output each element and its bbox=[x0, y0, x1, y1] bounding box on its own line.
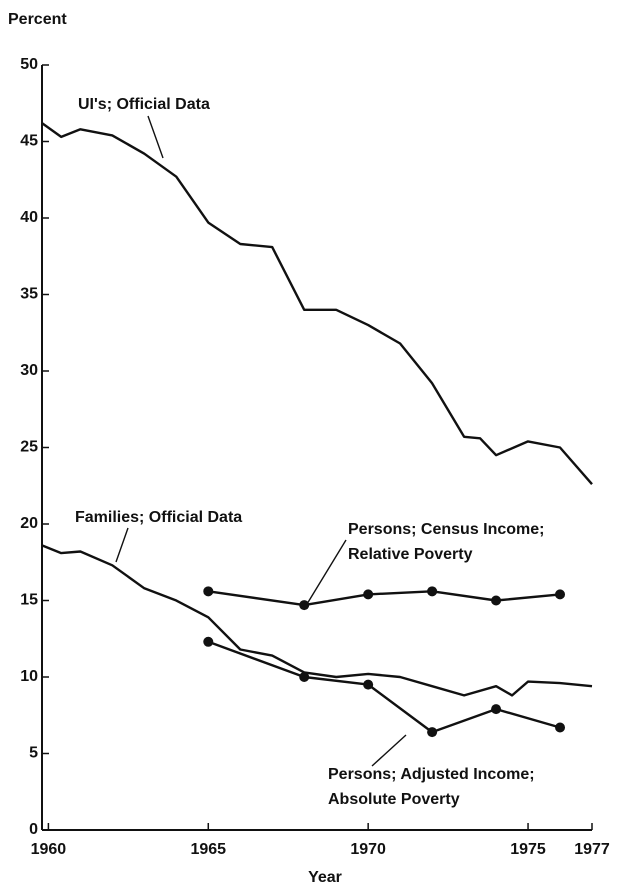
data-point bbox=[427, 586, 438, 597]
data-point bbox=[491, 704, 502, 715]
y-tick-label: 50 bbox=[20, 56, 38, 73]
data-point bbox=[203, 636, 214, 647]
series-label: Persons; Adjusted Income; bbox=[328, 766, 535, 783]
series-label: Families; Official Data bbox=[75, 509, 242, 526]
leader-line bbox=[371, 734, 407, 767]
data-point bbox=[491, 595, 502, 606]
data-point bbox=[203, 586, 214, 597]
series-line bbox=[41, 544, 593, 697]
data-point bbox=[363, 589, 374, 600]
data-point bbox=[299, 672, 310, 682]
y-tick-label: 5 bbox=[29, 745, 38, 762]
x-axis-label: Year bbox=[308, 869, 342, 886]
y-tick-label: 40 bbox=[20, 209, 38, 226]
series-line bbox=[41, 122, 593, 485]
data-point bbox=[299, 600, 310, 611]
series-label: Relative Poverty bbox=[348, 546, 473, 563]
y-tick-label: 20 bbox=[20, 515, 38, 532]
series-label: Absolute Poverty bbox=[328, 791, 460, 808]
y-tick-label: 35 bbox=[20, 286, 38, 303]
x-tick-label: 1977 bbox=[574, 841, 610, 858]
x-tick-label: 1965 bbox=[190, 841, 226, 858]
y-tick-label: 25 bbox=[20, 439, 38, 456]
leader-line bbox=[147, 115, 164, 159]
y-tick-label: 45 bbox=[20, 133, 38, 150]
y-tick-label: 10 bbox=[20, 668, 38, 685]
y-tick-label: 15 bbox=[20, 592, 38, 609]
data-point bbox=[427, 727, 438, 738]
leader-line bbox=[115, 527, 129, 563]
leader-line bbox=[306, 539, 347, 605]
data-point bbox=[363, 679, 374, 690]
data-point bbox=[555, 722, 566, 733]
y-tick-label: 0 bbox=[29, 821, 38, 838]
series-label: UI's; Official Data bbox=[78, 96, 210, 113]
series-line bbox=[208, 590, 561, 607]
x-tick-label: 1970 bbox=[350, 841, 386, 858]
y-tick-label: 30 bbox=[20, 362, 38, 379]
series-label: Persons; Census Income; bbox=[348, 521, 545, 538]
y-axis-label: Percent bbox=[8, 11, 67, 28]
data-point bbox=[555, 589, 566, 600]
x-tick-label: 1960 bbox=[31, 841, 67, 858]
x-tick-label: 1975 bbox=[510, 841, 546, 858]
series-line bbox=[207, 640, 561, 734]
